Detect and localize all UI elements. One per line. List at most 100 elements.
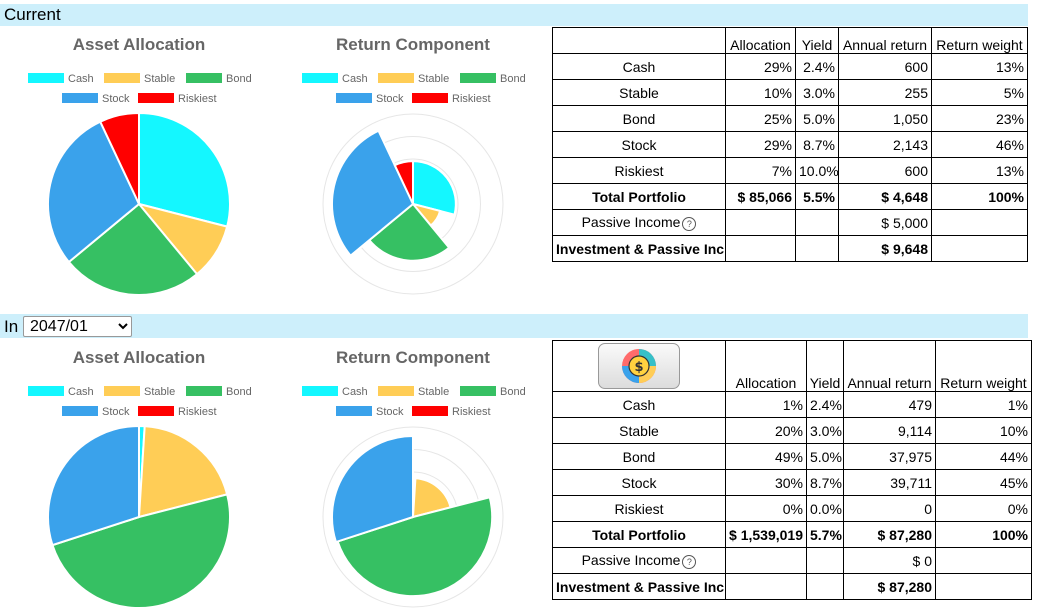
row-annual-return: 0: [843, 495, 936, 522]
row-yield: 3.0%: [795, 79, 839, 106]
passive-allocation: [725, 209, 796, 236]
legend-swatch-stock: [62, 93, 98, 103]
svg-text:$: $: [634, 360, 643, 375]
legend-label-riskiest: Riskiest: [178, 93, 217, 105]
table-row: Cash 1% 2.4% 479 1%: [552, 391, 1032, 418]
date-select[interactable]: 2047/01: [23, 316, 132, 337]
legend-label-riskiest: Riskiest: [452, 93, 491, 105]
legend-label-bond: Bond: [500, 386, 526, 398]
passive-income-value: $ 0: [843, 547, 936, 574]
row-label: Stable: [552, 79, 726, 106]
current-return-component-chart: Return Component Cash Stable Bond Stock Riski…: [302, 35, 526, 295]
row-yield: 2.4%: [795, 53, 839, 80]
row-label: Cash: [552, 53, 726, 80]
total-annual-return: $ 4,648: [838, 183, 932, 210]
row-annual-return: 1,050: [838, 105, 932, 132]
legend-swatch-riskiest: [138, 406, 174, 416]
row-allocation: 1%: [725, 391, 807, 418]
legend-label-stock: Stock: [376, 93, 404, 105]
help-icon[interactable]: ?: [682, 554, 697, 569]
total-yield: 5.7%: [806, 521, 844, 548]
passive-allocation: [725, 547, 807, 574]
total-allocation: $ 1,539,019: [725, 521, 807, 548]
current-asset-allocation-chart: Asset Allocation Cash Stable Bond Stock Riski…: [28, 35, 252, 297]
total-row: Total Portfolio $ 1,539,019 5.7% $ 87,280 10…: [552, 521, 1032, 548]
total-label: Total Portfolio: [552, 183, 726, 210]
table-row: Riskiest 0% 0.0% 0 0%: [552, 495, 1032, 522]
row-allocation: 29%: [725, 131, 796, 158]
chart-title: Asset Allocation: [73, 348, 206, 367]
portfolio-logo-button[interactable]: $: [598, 343, 680, 389]
row-label: Riskiest: [552, 495, 726, 522]
current-table-body: Cash 29% 2.4% 600 13% Stable 10% 3.0% 255 5% Bond 2…: [552, 53, 1028, 262]
row-allocation: 30%: [725, 469, 807, 496]
row-yield: 3.0%: [806, 417, 844, 444]
row-annual-return: 9,114: [843, 417, 936, 444]
legend-swatch-stable: [378, 73, 414, 83]
pie-slice-cash: [138, 111, 231, 228]
legend-label-stable: Stable: [144, 386, 175, 398]
row-allocation: 10%: [725, 79, 796, 106]
pie-slice-riskiest: [98, 111, 140, 205]
legend-swatch-stable: [104, 386, 140, 396]
chart-title: Return Component: [336, 348, 490, 367]
header-yield: Yield: [795, 27, 839, 54]
future-section-prefix: In: [4, 317, 19, 336]
investment-passive-label: Investment & Passive Inc.: [552, 235, 726, 262]
chart-title: Asset Allocation: [73, 35, 206, 54]
polar-segment-bond: [367, 202, 451, 262]
row-label: Stable: [552, 417, 726, 444]
legend-label-riskiest: Riskiest: [178, 406, 217, 418]
legend-swatch-bond: [186, 73, 222, 83]
passive-income-text: Passive Income: [581, 552, 681, 569]
row-allocation: 7%: [725, 157, 796, 184]
polar-grid-ring: [322, 113, 504, 295]
row-yield: 5.0%: [806, 443, 844, 470]
pie-slice-bond: [67, 202, 199, 297]
row-return-weight: 10%: [935, 417, 1032, 444]
row-allocation: 25%: [725, 105, 796, 132]
invest-weight: [935, 573, 1032, 600]
passive-weight: [935, 547, 1032, 574]
row-return-weight: 13%: [931, 157, 1028, 184]
row-label: Bond: [552, 443, 726, 470]
table-row: Riskiest 7% 10.0% 600 13%: [552, 157, 1028, 184]
legend-label-cash: Cash: [68, 73, 94, 85]
row-annual-return: 255: [838, 79, 932, 106]
table-header-row: Allocation Yield Annual return Return we…: [552, 27, 1028, 54]
row-allocation: 49%: [725, 443, 807, 470]
coin-chart-icon: $: [622, 349, 656, 383]
legend-swatch-cash: [302, 73, 338, 83]
header-yield: Yield: [806, 340, 844, 392]
legend-swatch-cash: [302, 386, 338, 396]
legend-label-bond: Bond: [226, 386, 252, 398]
row-yield: 8.7%: [806, 469, 844, 496]
total-label: Total Portfolio: [552, 521, 726, 548]
table-row: Stock 30% 8.7% 39,711 45%: [552, 469, 1032, 496]
legend-swatch-riskiest: [412, 406, 448, 416]
invest-allocation: [725, 573, 807, 600]
polar-segment-bond: [336, 496, 494, 598]
legend-swatch-bond: [186, 386, 222, 396]
row-yield: 2.4%: [806, 391, 844, 418]
row-allocation: 20%: [725, 417, 807, 444]
polar-segment-stable: [411, 477, 452, 519]
total-row: Total Portfolio $ 85,066 5.5% $ 4,648 100%: [552, 183, 1028, 210]
legend-label-stock: Stock: [102, 406, 130, 418]
legend-swatch-stock: [336, 93, 372, 103]
legend-label-stable: Stable: [418, 386, 449, 398]
row-annual-return: 479: [843, 391, 936, 418]
table-row: Stock 29% 8.7% 2,143 46%: [552, 131, 1028, 158]
legend-label-cash: Cash: [68, 386, 94, 398]
invest-yield: [806, 573, 844, 600]
table-row: Stable 20% 3.0% 9,114 10%: [552, 417, 1032, 444]
future-return-component-chart: Return Component Cash Stable Bond Stock Riski…: [302, 348, 526, 608]
investment-passive-value: $ 9,648: [838, 235, 932, 262]
header-annual-return: Annual return: [843, 340, 936, 392]
legend-swatch-stable: [104, 73, 140, 83]
passive-income-label: Passive Income?: [552, 547, 726, 574]
help-icon[interactable]: ?: [682, 216, 697, 231]
row-return-weight: 45%: [935, 469, 1032, 496]
table-row: Bond 25% 5.0% 1,050 23%: [552, 105, 1028, 132]
legend-label-stable: Stable: [144, 73, 175, 85]
